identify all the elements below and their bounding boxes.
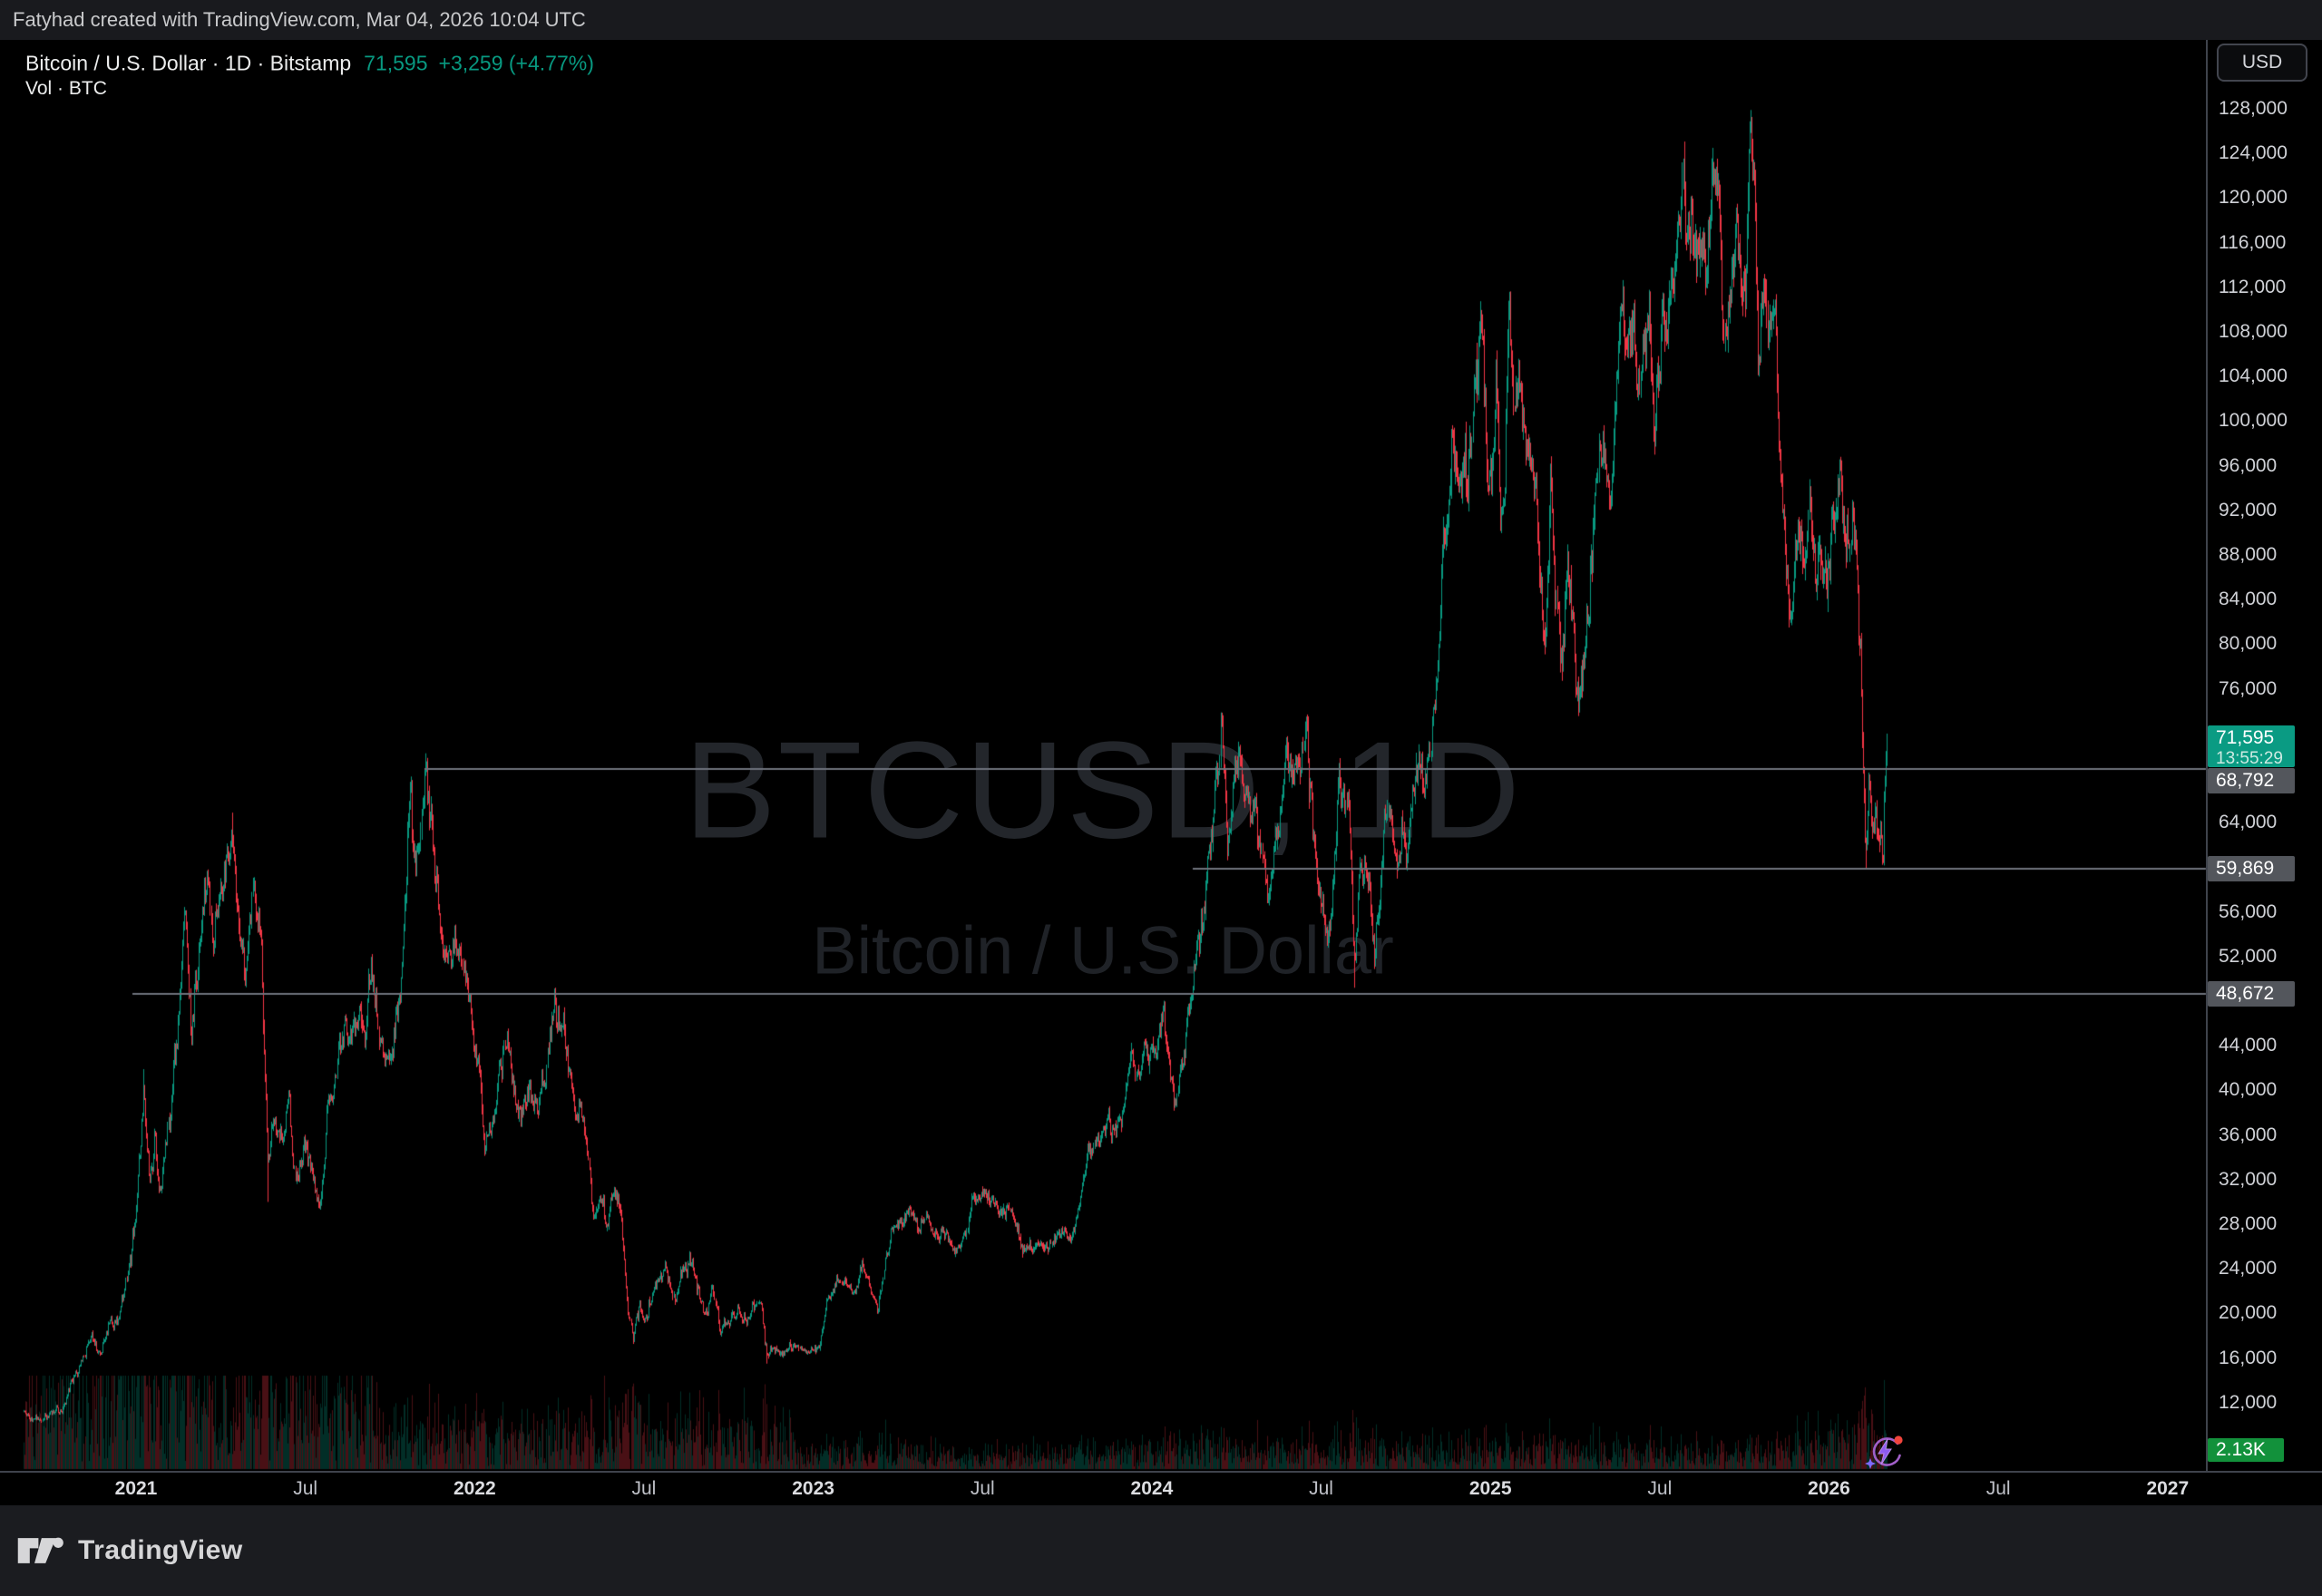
price-tick-label: 120,000 — [2219, 187, 2288, 209]
price-tick-label: 128,000 — [2219, 98, 2288, 119]
price-tick-label: 100,000 — [2219, 410, 2288, 432]
level-badge-59869: 59,869 — [2208, 856, 2295, 881]
time-tick-label: Jul — [293, 1478, 318, 1499]
price-tick-label: 56,000 — [2219, 900, 2278, 922]
price-tick-label: 104,000 — [2219, 365, 2288, 387]
price-tick-label: 92,000 — [2219, 499, 2278, 521]
time-tick-label: Jul — [1985, 1478, 2011, 1499]
price-tick-label: 28,000 — [2219, 1213, 2278, 1234]
price-tick-label: 112,000 — [2219, 276, 2287, 297]
currency-button[interactable]: USD — [2217, 44, 2307, 82]
price-tick-label: 20,000 — [2219, 1302, 2278, 1324]
time-tick-label: Jul — [1309, 1478, 1333, 1499]
price-tick-label: 76,000 — [2219, 677, 2278, 699]
price-tick-label: 40,000 — [2219, 1079, 2278, 1101]
price-tick-label: 24,000 — [2219, 1258, 2278, 1280]
volume-indicator-label[interactable]: Vol · BTC — [25, 78, 107, 99]
price-tick-label: 108,000 — [2219, 321, 2288, 342]
price-tick-label: 36,000 — [2219, 1124, 2278, 1145]
sparkle-red-dot — [1894, 1435, 1903, 1445]
level-badge-48672: 48,672 — [2208, 980, 2295, 1007]
ai-sparkle-icon — [1865, 1435, 1903, 1469]
time-tick-label: 2024 — [1130, 1478, 1174, 1499]
volume-badge: 2.13K — [2208, 1438, 2284, 1462]
price-tick-label: 64,000 — [2219, 812, 2278, 833]
footer-bar: TradingView — [0, 1505, 2322, 1596]
price-tick-label: 80,000 — [2219, 633, 2278, 655]
time-tick-label: 2025 — [1468, 1478, 1512, 1499]
time-tick-label: 2021 — [114, 1478, 158, 1499]
level-badge-68792: 68,792 — [2208, 767, 2295, 793]
price-tick-label: 124,000 — [2219, 142, 2288, 164]
last-price-badge-value: 71,595 — [2216, 726, 2275, 748]
time-tick-label: 2023 — [792, 1478, 834, 1499]
price-change-value: +3,259 (+4.77%) — [438, 51, 594, 75]
tradingview-logo-text: TradingView — [78, 1535, 243, 1565]
price-tick-label: 116,000 — [2219, 231, 2287, 253]
time-tick-label: Jul — [1647, 1478, 1673, 1499]
symbol-title[interactable]: Bitcoin / U.S. Dollar · 1D · Bitstamp — [25, 51, 352, 75]
last-price-badge: 71,595 13:55:29 — [2208, 725, 2295, 768]
sparkle-star — [1865, 1458, 1876, 1469]
price-tick-label: 96,000 — [2219, 454, 2278, 476]
price-tick-label: 32,000 — [2219, 1168, 2278, 1190]
price-tick-label: 12,000 — [2219, 1391, 2278, 1413]
bar-countdown: 13:55:29 — [2216, 748, 2283, 768]
price-tick-label: 44,000 — [2219, 1035, 2278, 1056]
price-tick-label: 16,000 — [2219, 1347, 2278, 1368]
time-tick-label: Jul — [970, 1478, 995, 1499]
tradingview-logo[interactable]: TradingView — [16, 1534, 243, 1567]
time-tick-label: 2027 — [2146, 1478, 2190, 1499]
time-axis-separator — [0, 1471, 2322, 1473]
time-axis[interactable]: 2021 Jul 2022 Jul 2023 Jul 2024 Jul 2025 Jul 2026 J… — [0, 1473, 2322, 1505]
price-tick-label: 84,000 — [2219, 589, 2278, 610]
time-tick-label: 2022 — [453, 1478, 496, 1499]
price-tick-label: 52,000 — [2219, 945, 2278, 967]
price-axis-separator — [2206, 40, 2208, 1505]
tradingview-logo-icon — [17, 1537, 63, 1563]
time-tick-label: Jul — [631, 1478, 657, 1499]
price-tick-label: 88,000 — [2219, 544, 2278, 565]
price-axis[interactable]: USD 128,000 124,000 120,000 116,000 112,000 1… — [2208, 40, 2322, 1471]
last-price-value: 71,595 — [364, 51, 428, 75]
time-tick-label: 2026 — [1808, 1478, 1850, 1499]
